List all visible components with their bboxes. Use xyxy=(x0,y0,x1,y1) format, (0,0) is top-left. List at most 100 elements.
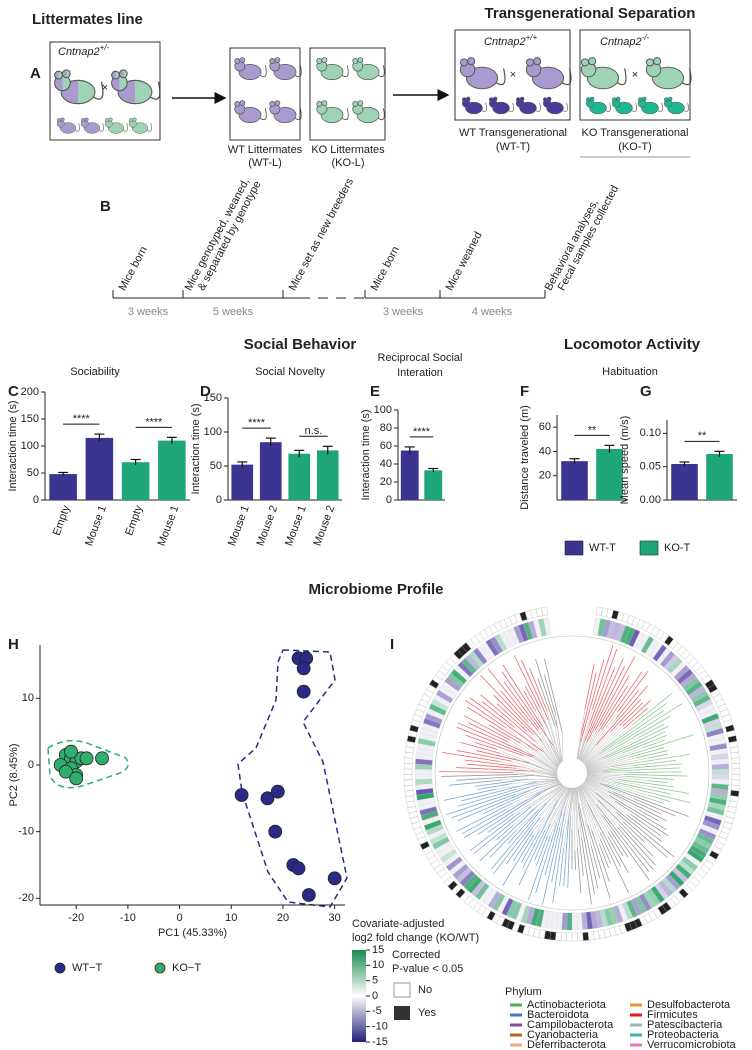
panel-letter: B xyxy=(100,198,111,215)
mouse-tail xyxy=(481,102,487,112)
pvalue-cell xyxy=(587,931,595,941)
tree-branch xyxy=(502,835,535,886)
bar xyxy=(424,470,443,500)
tree-branch xyxy=(586,776,639,790)
y-tick-label: 80 xyxy=(380,422,392,434)
point xyxy=(79,751,94,766)
group-label: (KO-L) xyxy=(332,157,365,169)
mouse-ear xyxy=(525,58,535,67)
section-heading: Locomotor Activity xyxy=(564,336,701,353)
mouse xyxy=(54,69,104,105)
fold-change-cell xyxy=(414,774,433,780)
tree-branch xyxy=(576,787,579,804)
tree-branch xyxy=(599,832,629,893)
tree-branch xyxy=(537,730,559,767)
pvalue-cell xyxy=(731,757,740,764)
mouse-ear xyxy=(104,118,110,123)
pvalue-cell xyxy=(731,779,741,786)
tree-branch xyxy=(520,784,563,813)
tree-branch xyxy=(578,786,600,845)
tree-branch xyxy=(622,821,646,843)
legend-swatch xyxy=(393,982,411,998)
tree-branch xyxy=(464,759,524,768)
tree-branch xyxy=(506,727,558,770)
tree-branch xyxy=(598,710,665,755)
significance-label: **** xyxy=(145,416,163,428)
mouse xyxy=(489,96,514,115)
significance-label: ** xyxy=(588,424,597,436)
y-tick-label: 200 xyxy=(21,386,39,398)
legend-label: Bacteroidota xyxy=(527,1009,590,1021)
tree-branch xyxy=(501,671,554,746)
tree-branch xyxy=(489,829,518,858)
tree-branch xyxy=(578,802,599,889)
tree-branch xyxy=(544,810,563,876)
pvalue-cell xyxy=(403,774,413,781)
point xyxy=(268,824,283,839)
tree-branch xyxy=(511,779,559,784)
mouse-ear xyxy=(84,117,89,122)
legend-title: Covariate-adjusted xyxy=(352,918,444,930)
tree-branch xyxy=(482,794,525,815)
mouse-ear xyxy=(269,58,276,64)
tree-branch xyxy=(577,828,584,876)
pvalue-cell xyxy=(403,763,413,770)
tree-branch xyxy=(563,819,569,886)
tree-branch xyxy=(622,735,667,754)
x-axis-label: PC1 (45.33%) xyxy=(158,927,227,939)
tree-branch xyxy=(451,793,516,819)
tree-branch xyxy=(502,664,543,727)
tree-branch xyxy=(586,757,637,771)
tree-branch xyxy=(449,779,503,786)
point xyxy=(69,771,84,786)
group-label: (KO-T) xyxy=(618,141,652,153)
bar xyxy=(288,453,311,500)
tree-branch xyxy=(602,725,669,759)
tree-branch xyxy=(460,742,501,754)
tree-branch xyxy=(520,830,540,864)
phylogenetic-tree xyxy=(403,606,741,942)
colorbar-label: 10 xyxy=(372,959,384,971)
fold-change-cell xyxy=(711,763,730,770)
tree-branch xyxy=(585,751,610,767)
section-heading: Social Behavior xyxy=(244,336,357,353)
mouse-ear xyxy=(80,118,86,123)
tree-branch xyxy=(534,823,551,861)
tree-branch xyxy=(621,779,674,788)
y-axis-label: Interaction time (s) xyxy=(190,403,202,494)
tree-branch xyxy=(499,761,558,776)
tree-branch xyxy=(578,786,592,830)
mouse-tail xyxy=(341,65,349,78)
colorbar-label: -10 xyxy=(372,1021,388,1033)
tree-branch xyxy=(544,787,569,831)
x-tick-label: Mouse 1 xyxy=(156,504,182,548)
mouse-ear xyxy=(111,70,120,80)
mouse xyxy=(586,96,611,115)
y-tick-label: 50 xyxy=(27,467,39,479)
legend-swatch xyxy=(154,962,166,974)
tree-branch xyxy=(516,785,565,830)
mouse-tail xyxy=(683,102,689,112)
tree-branch xyxy=(631,693,672,726)
point xyxy=(64,744,78,759)
mouse-tail xyxy=(99,123,104,132)
tree-branch xyxy=(480,694,536,742)
tree-branch xyxy=(503,681,540,730)
chart-title: Social Novelty xyxy=(255,366,325,378)
point xyxy=(296,661,311,676)
tree-branch xyxy=(548,720,561,764)
tree-branch xyxy=(584,667,615,742)
tree-branch xyxy=(556,787,571,824)
panel-letter: F xyxy=(520,383,529,400)
tree-branch xyxy=(599,838,611,864)
tree-branch xyxy=(607,790,667,822)
breeding-box xyxy=(49,41,161,141)
legend-title: P-value < 0.05 xyxy=(392,963,463,975)
tree-branch xyxy=(563,787,573,830)
tree-branch xyxy=(584,781,627,815)
tree-branch xyxy=(464,715,511,741)
tree-branch xyxy=(583,728,624,765)
tree-branch xyxy=(610,699,642,733)
mouse xyxy=(638,96,663,115)
panel-letter: A xyxy=(30,65,41,82)
